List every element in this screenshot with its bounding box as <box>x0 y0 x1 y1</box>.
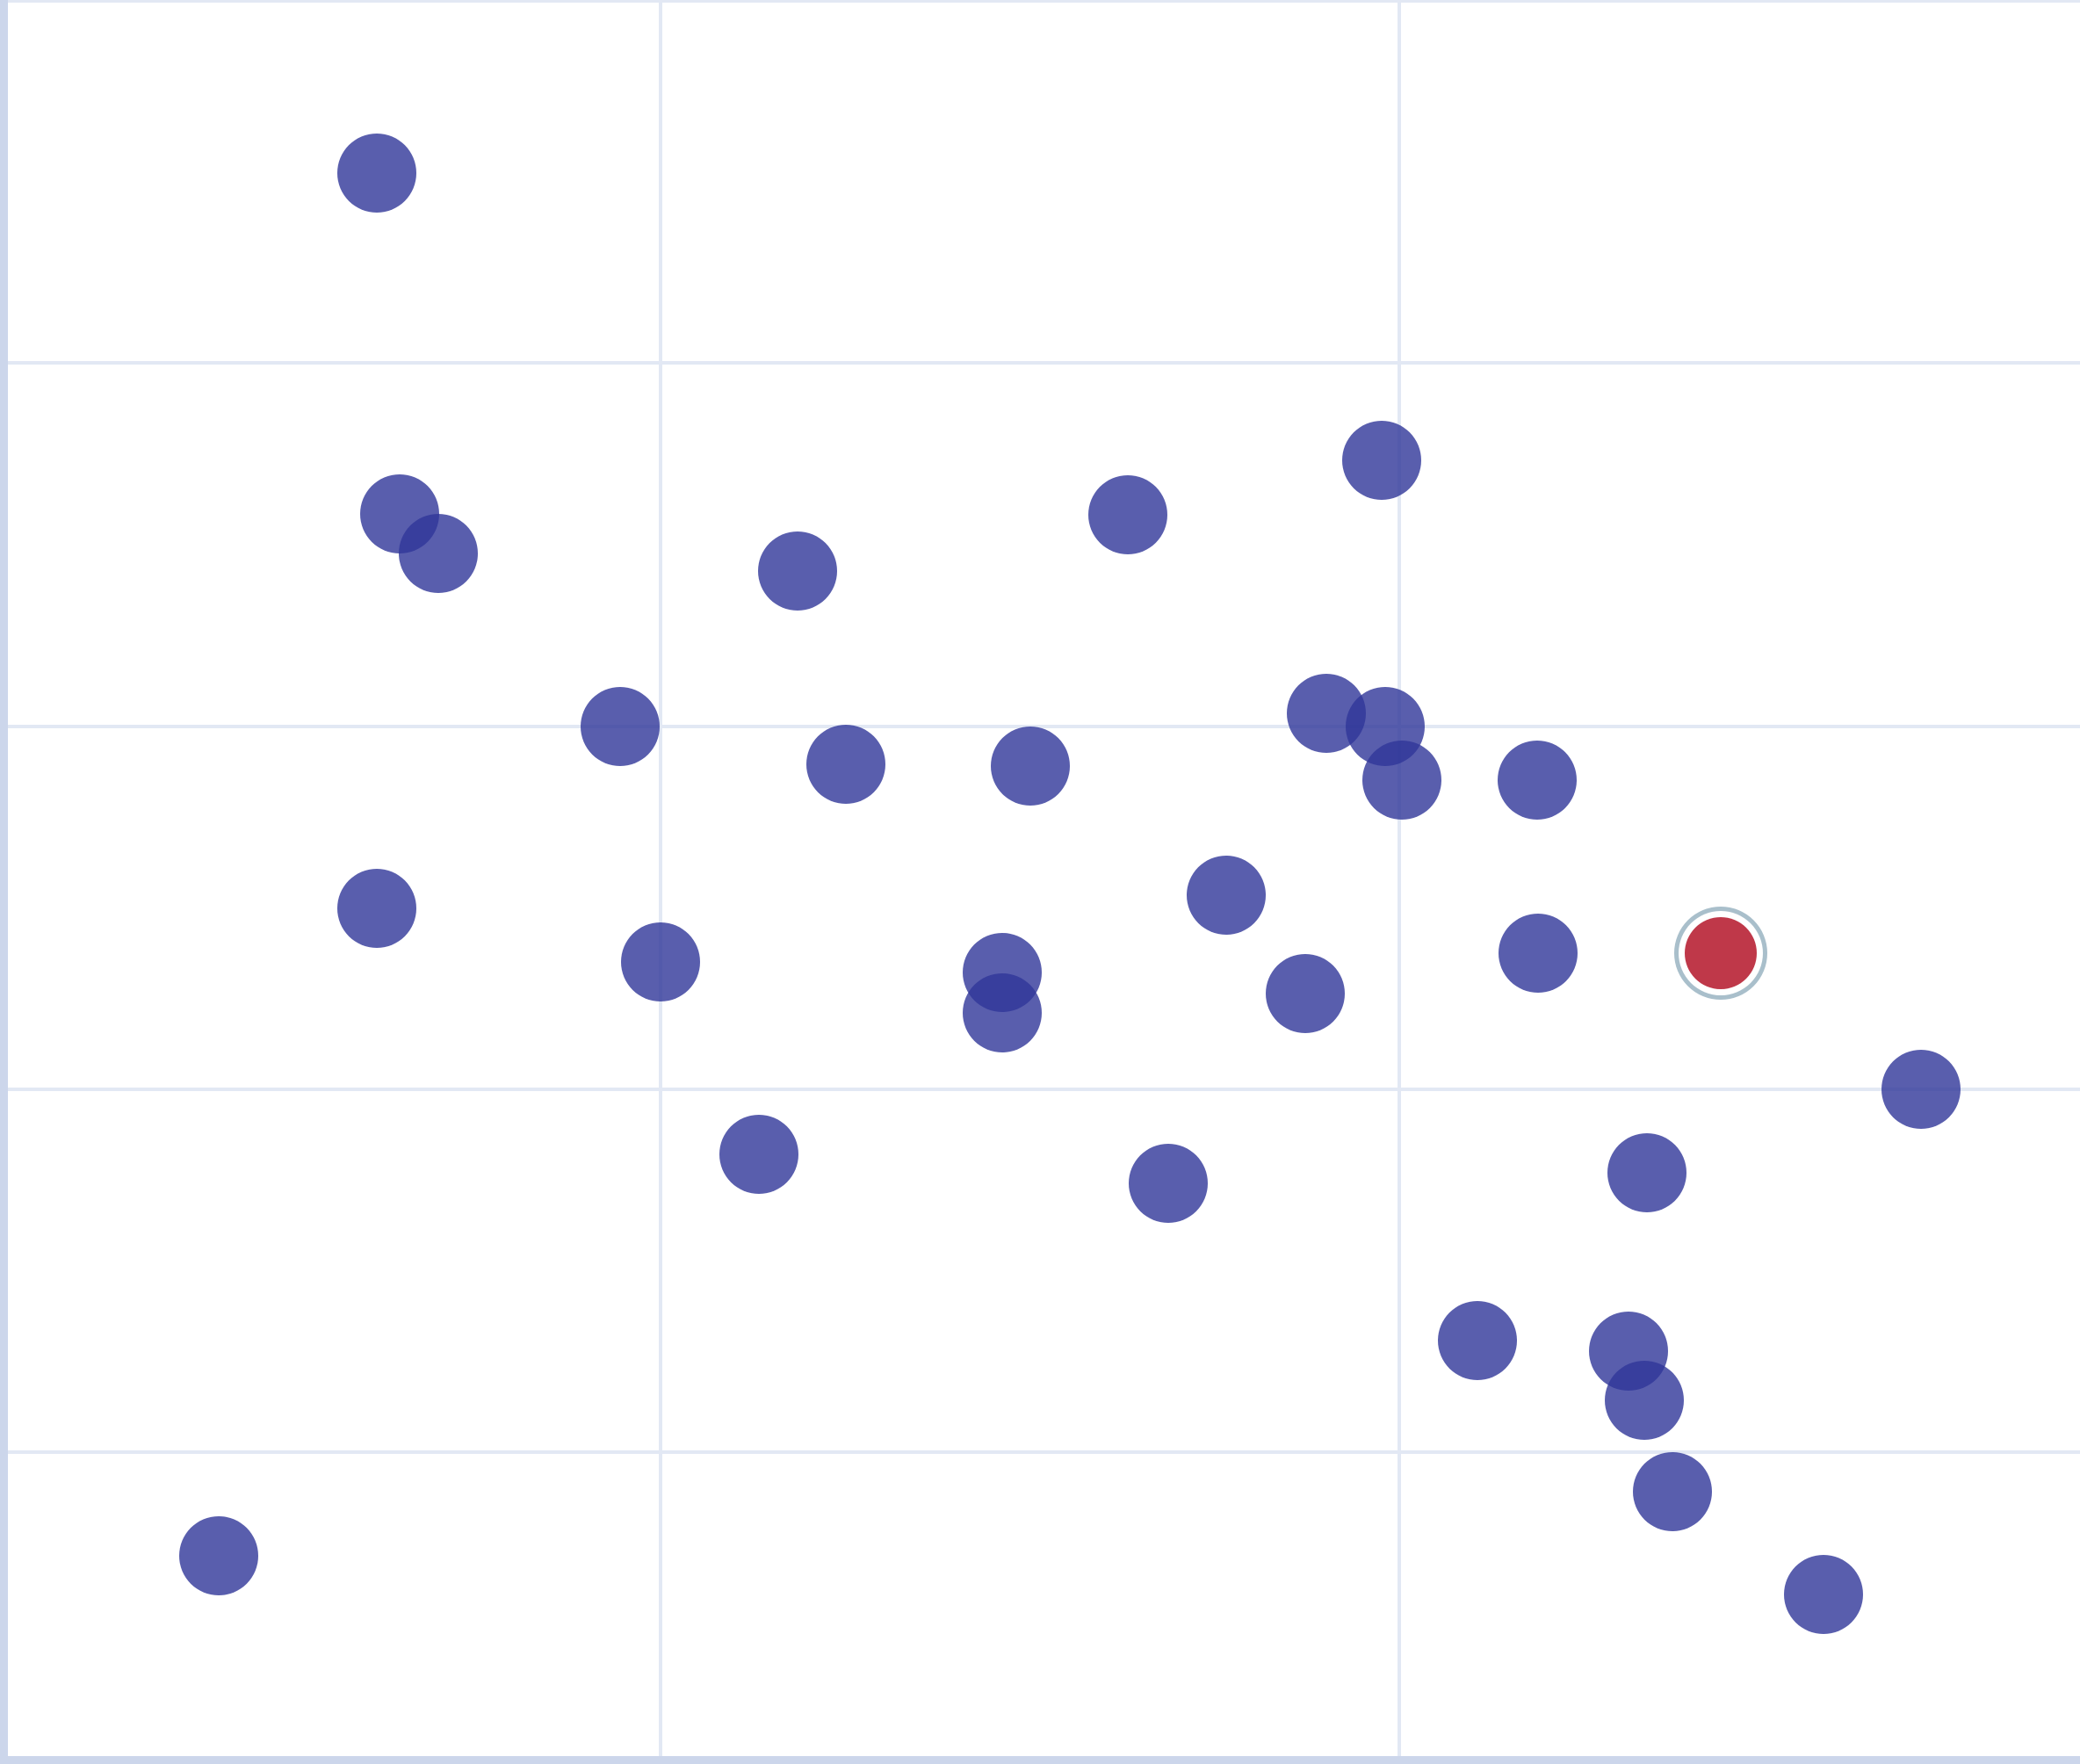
x-axis-edge <box>0 1756 2080 1764</box>
data-point[interactable] <box>621 922 700 1001</box>
data-point[interactable] <box>991 727 1070 806</box>
data-point[interactable] <box>337 869 416 948</box>
data-point[interactable] <box>179 1516 258 1595</box>
data-point[interactable] <box>1499 914 1578 993</box>
data-point[interactable] <box>1607 1133 1686 1212</box>
data-point[interactable] <box>1187 856 1266 935</box>
data-point[interactable] <box>1266 954 1345 1033</box>
data-point[interactable] <box>963 973 1042 1052</box>
data-point[interactable] <box>1129 1144 1208 1223</box>
series-highlighted-point <box>1674 907 1767 1000</box>
data-point[interactable] <box>1784 1555 1863 1634</box>
data-point[interactable] <box>1362 741 1441 820</box>
y-axis-edge <box>0 0 8 1764</box>
data-point[interactable] <box>1633 1452 1712 1531</box>
data-point[interactable] <box>719 1115 798 1194</box>
data-point[interactable] <box>399 514 478 593</box>
series-points <box>179 134 1961 1634</box>
data-point[interactable] <box>1438 1301 1517 1380</box>
highlighted-data-point[interactable] <box>1674 907 1767 1000</box>
data-point[interactable] <box>806 725 885 804</box>
data-point[interactable] <box>1605 1361 1684 1440</box>
data-point[interactable] <box>1498 741 1577 820</box>
data-point[interactable] <box>1881 1050 1961 1129</box>
data-point[interactable] <box>1287 674 1366 753</box>
highlighted-point-dot <box>1685 917 1757 989</box>
data-point[interactable] <box>1088 475 1167 554</box>
data-point[interactable] <box>758 531 837 611</box>
data-point[interactable] <box>581 687 660 766</box>
data-point[interactable] <box>1342 421 1421 500</box>
data-point[interactable] <box>337 134 416 213</box>
